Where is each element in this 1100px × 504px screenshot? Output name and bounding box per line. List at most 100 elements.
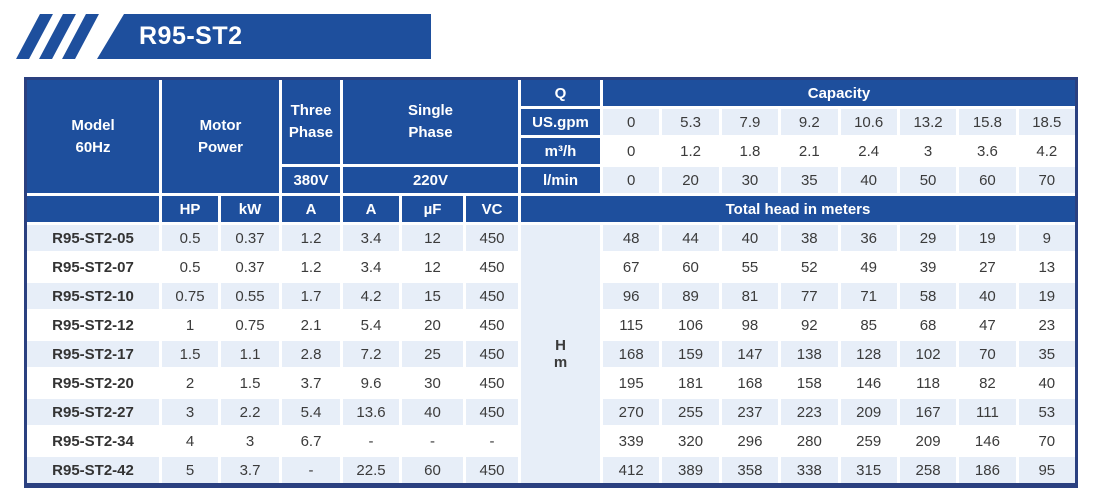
- flow-value-cell: 3: [899, 138, 957, 164]
- motor-power-line2: Power: [197, 138, 243, 156]
- head-value-cell: 89: [662, 283, 719, 309]
- motor-value-cell: 40: [402, 399, 463, 425]
- flow-unit-label: US.gpm: [521, 109, 600, 135]
- column-header: HP: [162, 196, 218, 222]
- head-value-cell: 96: [603, 283, 660, 309]
- motor-value-cell: 15: [402, 283, 463, 309]
- head-value-cell: 19: [1018, 283, 1075, 309]
- motor-value-cell: 0.75: [162, 283, 218, 309]
- motor-value-cell: 20: [402, 312, 463, 338]
- head-value-cell: 58: [899, 283, 957, 309]
- three-phase-header: Three Phase: [282, 80, 340, 164]
- head-value-cell: 71: [840, 283, 897, 309]
- flow-value-cell: 5.3: [662, 109, 719, 135]
- flow-value-cell: 0: [603, 167, 660, 193]
- head-value-cell: 412: [603, 457, 660, 483]
- head-value-cell: 237: [721, 399, 779, 425]
- motor-value-cell: 5.4: [343, 312, 399, 338]
- three-phase-voltage: 380V: [282, 167, 340, 193]
- model-cell: R95-ST2-17: [27, 341, 159, 367]
- single-phase-header: Single Phase: [343, 80, 518, 164]
- head-value-cell: 40: [721, 225, 779, 251]
- model-header-line1: Model: [71, 116, 115, 134]
- flow-value-cell: 15.8: [959, 109, 1016, 135]
- motor-value-cell: 0.5: [162, 225, 218, 251]
- motor-value-cell: 60: [402, 457, 463, 483]
- motor-value-cell: 3.4: [343, 225, 399, 251]
- head-value-cell: 315: [840, 457, 897, 483]
- head-value-cell: 29: [899, 225, 957, 251]
- motor-value-cell: 6.7: [282, 428, 340, 454]
- head-value-cell: 44: [662, 225, 719, 251]
- head-value-cell: 36: [840, 225, 897, 251]
- flow-value-cell: 2.4: [840, 138, 897, 164]
- motor-value-cell: 1.1: [221, 341, 279, 367]
- head-unit-cell: H m: [521, 225, 600, 483]
- flow-value-cell: 30: [721, 167, 779, 193]
- motor-value-cell: 450: [466, 254, 518, 280]
- flow-value-cell: 2.1: [781, 138, 838, 164]
- head-value-cell: 52: [781, 254, 838, 280]
- head-value-cell: 9: [1018, 225, 1075, 251]
- single-phase-line1: Single: [407, 102, 453, 120]
- flow-value-cell: 0: [603, 109, 660, 135]
- motor-value-cell: 450: [466, 341, 518, 367]
- flow-value-cell: 20: [662, 167, 719, 193]
- title-banner: R95-ST2: [16, 14, 431, 59]
- model-cell: R95-ST2-42: [27, 457, 159, 483]
- motor-value-cell: 12: [402, 254, 463, 280]
- motor-value-cell: 1.2: [282, 254, 340, 280]
- model-column-header: Model 60Hz: [27, 80, 159, 193]
- motor-value-cell: 13.6: [343, 399, 399, 425]
- motor-value-cell: 3.7: [221, 457, 279, 483]
- model-header-line2: 60Hz: [75, 138, 111, 156]
- motor-value-cell: 0.37: [221, 254, 279, 280]
- head-value-cell: 67: [603, 254, 660, 280]
- flow-value-cell: 60: [959, 167, 1016, 193]
- motor-value-cell: 4: [162, 428, 218, 454]
- motor-value-cell: 22.5: [343, 457, 399, 483]
- head-value-cell: 35: [1018, 341, 1075, 367]
- flow-unit-label: m³/h: [521, 138, 600, 164]
- motor-value-cell: 450: [466, 457, 518, 483]
- head-value-cell: 38: [781, 225, 838, 251]
- head-value-cell: 181: [662, 370, 719, 396]
- head-value-cell: 40: [1018, 370, 1075, 396]
- head-value-cell: 68: [899, 312, 957, 338]
- head-value-cell: 138: [781, 341, 838, 367]
- head-value-cell: 85: [840, 312, 897, 338]
- head-value-cell: 296: [721, 428, 779, 454]
- head-value-cell: 111: [959, 399, 1016, 425]
- head-value-cell: 81: [721, 283, 779, 309]
- head-value-cell: 92: [781, 312, 838, 338]
- flow-value-cell: 4.2: [1018, 138, 1075, 164]
- motor-value-cell: 450: [466, 283, 518, 309]
- flow-value-cell: 9.2: [781, 109, 838, 135]
- head-value-cell: 70: [959, 341, 1016, 367]
- head-value-cell: 147: [721, 341, 779, 367]
- motor-value-cell: 0.75: [221, 312, 279, 338]
- flow-value-cell: 35: [781, 167, 838, 193]
- head-value-cell: 270: [603, 399, 660, 425]
- flow-value-cell: 18.5: [1018, 109, 1075, 135]
- head-value-cell: 95: [1018, 457, 1075, 483]
- flow-unit-label: l/min: [521, 167, 600, 193]
- column-header: A: [282, 196, 340, 222]
- head-value-cell: 53: [1018, 399, 1075, 425]
- head-value-cell: 186: [959, 457, 1016, 483]
- page-title: R95-ST2: [139, 22, 243, 50]
- model-cell: R95-ST2-05: [27, 225, 159, 251]
- column-header: A: [343, 196, 399, 222]
- motor-value-cell: 450: [466, 225, 518, 251]
- motor-value-cell: 30: [402, 370, 463, 396]
- flow-value-cell: 1.8: [721, 138, 779, 164]
- head-value-cell: 209: [840, 399, 897, 425]
- motor-value-cell: 450: [466, 312, 518, 338]
- head-value-cell: 167: [899, 399, 957, 425]
- head-value-cell: 49: [840, 254, 897, 280]
- head-value-cell: 358: [721, 457, 779, 483]
- head-value-cell: 223: [781, 399, 838, 425]
- motor-value-cell: 3: [221, 428, 279, 454]
- head-value-cell: 146: [959, 428, 1016, 454]
- head-value-cell: 98: [721, 312, 779, 338]
